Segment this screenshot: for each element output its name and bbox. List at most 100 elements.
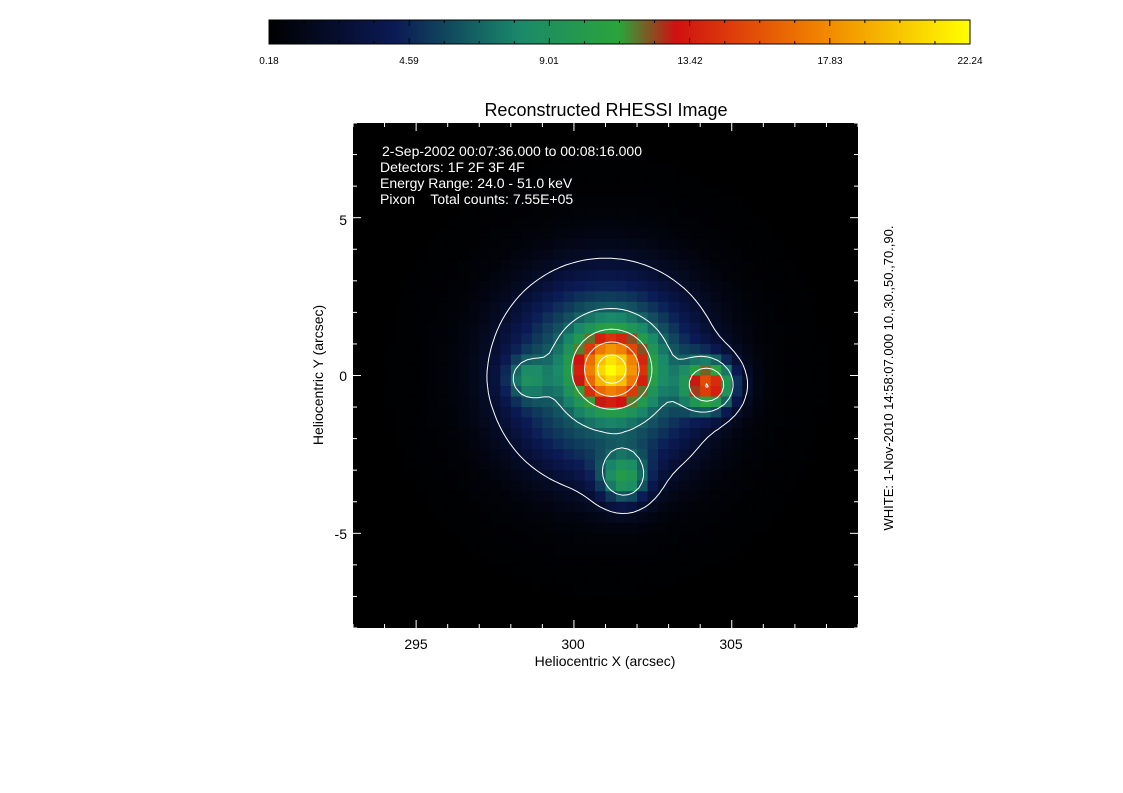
heatmap-cell bbox=[658, 249, 670, 261]
heatmap-cell bbox=[405, 470, 417, 482]
heatmap-cell bbox=[794, 312, 806, 324]
heatmap-cell bbox=[679, 270, 691, 282]
heatmap-cell bbox=[500, 449, 512, 461]
heatmap-cell bbox=[847, 564, 858, 576]
heatmap-cell bbox=[616, 175, 628, 187]
heatmap-cell bbox=[679, 575, 691, 587]
heatmap-cell bbox=[552, 259, 565, 271]
heatmap-cell bbox=[836, 522, 849, 534]
heatmap-cell bbox=[395, 554, 407, 566]
heatmap-cell bbox=[752, 259, 764, 271]
heatmap-cell bbox=[384, 238, 396, 250]
heatmap-cell bbox=[721, 238, 733, 250]
heatmap-cell bbox=[731, 501, 743, 513]
heatmap-cell bbox=[521, 144, 533, 156]
heatmap-cell bbox=[815, 165, 828, 177]
heatmap-cell bbox=[679, 491, 691, 503]
heatmap-cell bbox=[847, 238, 858, 250]
heatmap-cell bbox=[815, 322, 828, 335]
heatmap-cell bbox=[374, 543, 386, 555]
heatmap-cell bbox=[847, 470, 858, 482]
heatmap-cell bbox=[773, 522, 785, 534]
heatmap-cell bbox=[395, 428, 407, 440]
heatmap-cell bbox=[405, 606, 417, 619]
heatmap-cell bbox=[521, 312, 533, 324]
heatmap-cell bbox=[500, 522, 512, 534]
heatmap-cell bbox=[573, 386, 586, 398]
heatmap-cell bbox=[763, 196, 775, 208]
heatmap-cell bbox=[721, 133, 733, 145]
heatmap-cell bbox=[773, 144, 785, 156]
heatmap-cell bbox=[437, 449, 449, 461]
heatmap-cell bbox=[542, 480, 554, 492]
heatmap-cell bbox=[679, 175, 691, 187]
heatmap-cell bbox=[626, 144, 638, 156]
heatmap-cell bbox=[458, 386, 470, 398]
heatmap-cell bbox=[573, 522, 586, 534]
heatmap-cell bbox=[594, 175, 607, 187]
heatmap-cell bbox=[500, 133, 512, 145]
heatmap-image bbox=[353, 123, 858, 628]
heatmap-cell bbox=[447, 228, 459, 240]
heatmap-cell bbox=[647, 249, 659, 261]
heatmap-cell bbox=[479, 249, 491, 261]
heatmap-cell bbox=[773, 470, 785, 482]
heatmap-cell bbox=[479, 312, 491, 324]
heatmap-cell bbox=[752, 280, 764, 292]
heatmap-cell bbox=[426, 596, 438, 608]
heatmap-cell bbox=[605, 480, 617, 492]
heatmap-cell bbox=[710, 343, 722, 356]
heatmap-cell bbox=[479, 186, 491, 198]
heatmap-cell bbox=[773, 196, 785, 208]
heatmap-cell bbox=[784, 175, 796, 187]
heatmap-cell bbox=[668, 280, 680, 292]
heatmap-cell bbox=[573, 428, 586, 440]
heatmap-cell bbox=[710, 207, 722, 219]
heatmap-cell bbox=[363, 459, 375, 471]
heatmap-cell bbox=[805, 217, 817, 229]
heatmap-cell bbox=[721, 438, 733, 450]
heatmap-cell bbox=[700, 375, 712, 387]
heatmap-cell bbox=[416, 364, 428, 377]
heatmap-cell bbox=[679, 280, 691, 292]
heatmap-cell bbox=[721, 354, 733, 366]
heatmap-cell bbox=[794, 459, 806, 471]
heatmap-cell bbox=[605, 470, 617, 482]
heatmap-cell bbox=[437, 428, 449, 440]
heatmap-cell bbox=[605, 322, 617, 335]
heatmap-cell bbox=[531, 480, 543, 492]
heatmap-cell bbox=[647, 512, 659, 524]
heatmap-cell bbox=[626, 186, 638, 198]
heatmap-cell bbox=[405, 333, 417, 345]
heatmap-cell bbox=[416, 322, 428, 335]
heatmap-cell bbox=[353, 522, 365, 534]
heatmap-cell bbox=[468, 249, 480, 261]
heatmap-cell bbox=[468, 596, 480, 608]
heatmap-cell bbox=[752, 322, 764, 335]
heatmap-cell bbox=[405, 322, 417, 335]
heatmap-cell bbox=[668, 417, 680, 429]
heatmap-cell bbox=[721, 470, 733, 482]
heatmap-cell bbox=[773, 596, 785, 608]
heatmap-cell bbox=[479, 196, 491, 208]
heatmap-cell bbox=[637, 606, 649, 619]
heatmap-cell bbox=[374, 501, 386, 513]
heatmap-cell bbox=[626, 322, 638, 335]
heatmap-cell bbox=[689, 428, 701, 440]
heatmap-cell bbox=[836, 165, 849, 177]
heatmap-cell bbox=[374, 396, 386, 408]
heatmap-cell bbox=[353, 270, 365, 282]
heatmap-cell bbox=[500, 291, 512, 303]
heatmap-cell bbox=[573, 554, 586, 566]
heatmap-cell bbox=[573, 259, 586, 271]
heatmap-cell bbox=[426, 480, 438, 492]
heatmap-cell bbox=[510, 249, 522, 261]
heatmap-cell bbox=[563, 522, 575, 534]
heatmap-cell bbox=[710, 364, 722, 377]
heatmap-cell bbox=[468, 301, 480, 313]
heatmap-cell bbox=[521, 606, 533, 619]
heatmap-cell bbox=[637, 438, 649, 450]
heatmap-cell bbox=[395, 207, 407, 219]
heatmap-cell bbox=[637, 154, 649, 166]
heatmap-cell bbox=[605, 133, 617, 145]
